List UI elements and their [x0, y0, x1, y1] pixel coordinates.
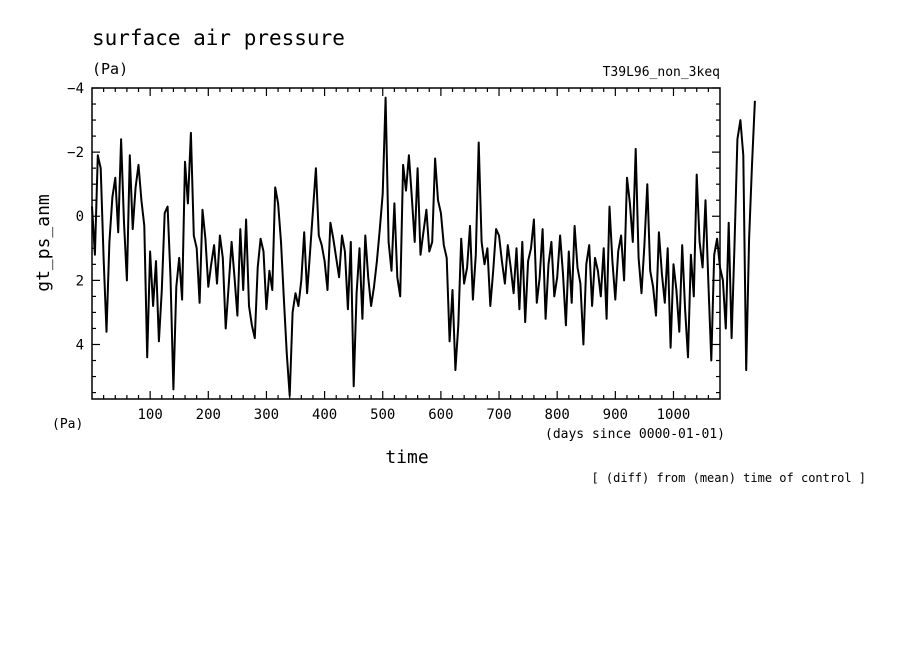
- x-axis-ticks: [103, 88, 709, 399]
- x-tick-label: 1000: [657, 407, 691, 423]
- chart-title: surface air pressure: [92, 26, 345, 50]
- x-tick-label: 900: [603, 407, 628, 423]
- y-axis-tick-labels: −4 −2 0 2 4: [67, 81, 84, 353]
- x-tick-label: 100: [137, 407, 162, 423]
- x-tick-label: 200: [196, 407, 221, 423]
- y-tick-label: −4: [67, 81, 84, 97]
- y-tick-label: −2: [67, 145, 84, 161]
- x-tick-label: 600: [428, 407, 453, 423]
- x-tick-label: 500: [370, 407, 395, 423]
- run-label: T39L96_non_3keq: [603, 65, 720, 80]
- x-axis-label: time: [385, 447, 428, 468]
- y-tick-label: 0: [76, 209, 84, 225]
- x-axis-tick-labels: 100 200 300 400 500 600 700 800 900 1000: [137, 407, 690, 423]
- y-tick-label: 2: [76, 273, 84, 289]
- x-tick-label: 800: [545, 407, 570, 423]
- x-units-label: (days since 0000-01-01): [545, 427, 725, 442]
- units-label: (Pa): [92, 60, 128, 78]
- y-units-label: (Pa): [52, 417, 83, 432]
- plot-frame: [91, 87, 721, 400]
- x-tick-label: 400: [312, 407, 337, 423]
- y-axis-label: gt_ps_anm: [33, 194, 54, 292]
- x-tick-label: 300: [254, 407, 279, 423]
- y-tick-label: 4: [76, 337, 84, 353]
- note-label: [ (diff) from (mean) time of control ]: [591, 471, 866, 485]
- x-tick-label: 700: [486, 407, 511, 423]
- series-line-gt-ps-anm: [91, 96, 756, 397]
